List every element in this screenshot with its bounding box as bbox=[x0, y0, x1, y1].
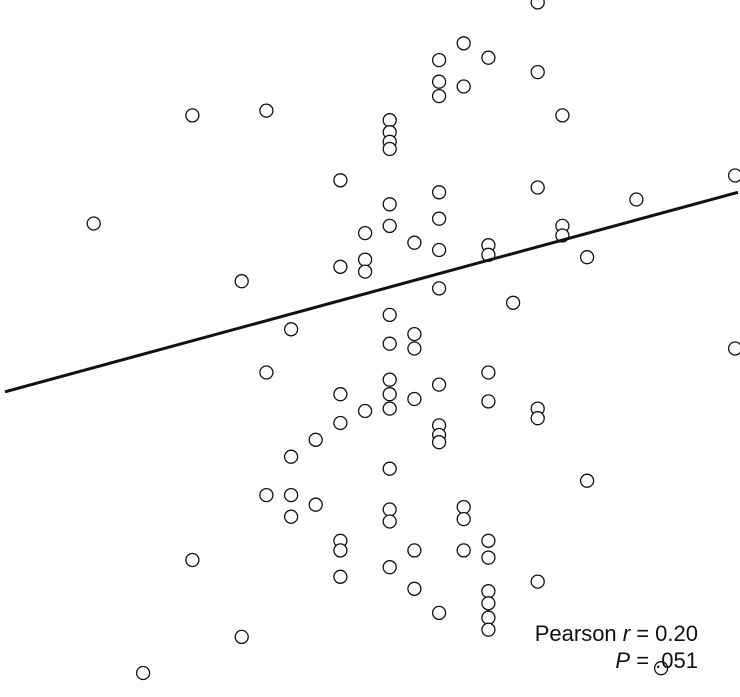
data-point bbox=[555, 108, 570, 123]
data-point bbox=[727, 341, 740, 356]
data-point bbox=[234, 629, 249, 645]
data-point bbox=[333, 387, 348, 402]
data-point bbox=[357, 403, 373, 419]
pearson-prefix: Pearson bbox=[535, 621, 623, 646]
data-point bbox=[382, 514, 397, 529]
data-point bbox=[407, 326, 422, 342]
data-point bbox=[382, 113, 397, 128]
data-point bbox=[86, 216, 101, 231]
data-point bbox=[653, 661, 669, 676]
data-point bbox=[407, 543, 422, 558]
data-point bbox=[456, 543, 471, 558]
data-point bbox=[382, 560, 397, 575]
data-point bbox=[407, 581, 422, 596]
data-point bbox=[579, 473, 595, 488]
data-point bbox=[727, 168, 740, 183]
data-point bbox=[530, 411, 545, 426]
data-point bbox=[382, 372, 397, 387]
data-point bbox=[283, 487, 299, 503]
data-point bbox=[382, 336, 397, 351]
p-symbol: P bbox=[615, 648, 630, 673]
data-point bbox=[481, 610, 496, 625]
data-point bbox=[431, 242, 447, 258]
data-point bbox=[357, 252, 373, 267]
data-point bbox=[481, 622, 496, 637]
data-point bbox=[456, 36, 471, 51]
data-point bbox=[185, 108, 200, 123]
data-point bbox=[481, 365, 496, 380]
data-point bbox=[431, 281, 447, 296]
data-point bbox=[135, 665, 151, 681]
data-point bbox=[431, 88, 447, 104]
scatter-points bbox=[86, 0, 740, 681]
data-point bbox=[456, 499, 471, 515]
data-point bbox=[259, 365, 274, 380]
data-point bbox=[333, 569, 348, 584]
pearson-annotation: Pearson r = 0.20 bbox=[535, 621, 698, 646]
r-symbol: r bbox=[623, 621, 632, 646]
data-point bbox=[234, 274, 249, 289]
data-point bbox=[481, 50, 496, 65]
data-point bbox=[382, 307, 397, 323]
data-point bbox=[333, 543, 348, 558]
data-point bbox=[481, 533, 496, 548]
data-point bbox=[283, 322, 299, 337]
data-point bbox=[456, 511, 471, 527]
data-point bbox=[382, 197, 397, 212]
data-point bbox=[382, 218, 397, 234]
data-point bbox=[333, 415, 348, 431]
data-point bbox=[259, 487, 274, 503]
data-point bbox=[530, 180, 545, 195]
data-point bbox=[283, 449, 299, 464]
data-point bbox=[259, 103, 274, 118]
data-point bbox=[431, 52, 447, 68]
data-point bbox=[407, 391, 422, 407]
data-point bbox=[629, 192, 644, 207]
data-point bbox=[382, 387, 397, 402]
data-point bbox=[481, 596, 496, 611]
data-point bbox=[431, 211, 447, 226]
data-point bbox=[431, 435, 447, 450]
data-point bbox=[308, 497, 323, 512]
data-point bbox=[333, 259, 348, 274]
data-point bbox=[456, 79, 471, 94]
data-point bbox=[382, 461, 397, 476]
data-point bbox=[357, 264, 373, 279]
data-point bbox=[407, 341, 422, 356]
data-point bbox=[579, 250, 595, 265]
data-point bbox=[530, 64, 545, 80]
data-point bbox=[382, 502, 397, 517]
data-point bbox=[431, 605, 447, 621]
p-annotation: P = .051 bbox=[615, 648, 698, 673]
r-value: = 0.20 bbox=[630, 621, 698, 646]
data-point bbox=[333, 173, 348, 188]
data-point bbox=[407, 235, 422, 250]
data-point bbox=[382, 141, 397, 157]
data-point bbox=[530, 0, 545, 10]
data-point bbox=[481, 584, 496, 599]
data-point bbox=[431, 74, 447, 89]
data-point bbox=[283, 509, 299, 524]
regression-line bbox=[4, 190, 739, 394]
data-point bbox=[431, 377, 447, 392]
data-point bbox=[357, 225, 373, 241]
data-point bbox=[481, 394, 496, 409]
data-point bbox=[481, 550, 496, 565]
data-point bbox=[382, 401, 397, 416]
data-point bbox=[431, 185, 447, 200]
data-point bbox=[308, 432, 323, 447]
data-point bbox=[530, 574, 545, 589]
p-value: = .051 bbox=[630, 648, 698, 673]
data-point bbox=[505, 295, 521, 310]
data-point bbox=[185, 552, 200, 568]
